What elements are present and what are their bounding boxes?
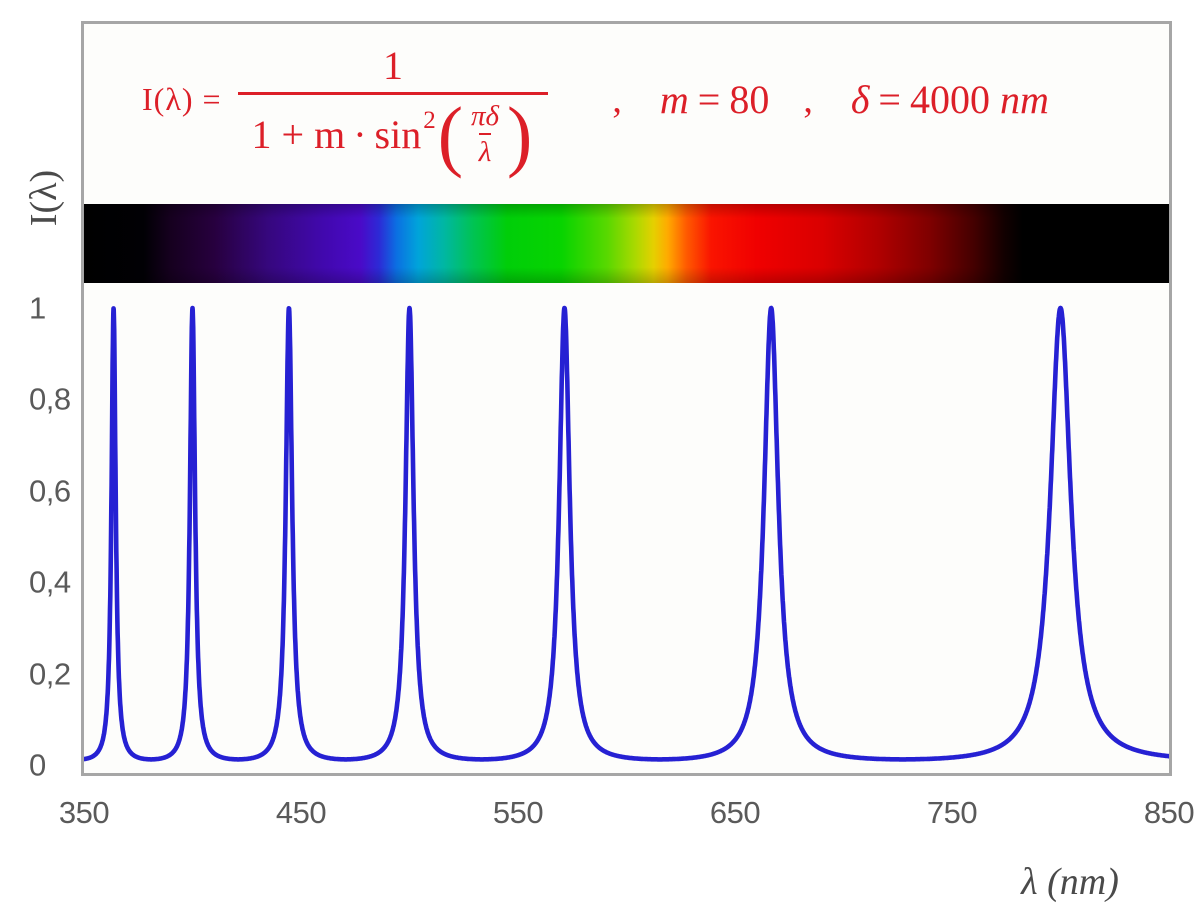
y-tick-label: 0,2 (29, 656, 71, 692)
param-delta-equals: = (878, 77, 901, 123)
param-m-symbol: m (659, 77, 689, 123)
y-tick-label: 0 (29, 747, 46, 783)
formula-block: I(λ) = 1 1 + m · sin 2 ( πδ λ ) , m = 80 (142, 43, 1049, 174)
intensity-curve-svg (84, 305, 1169, 762)
intensity-curve (84, 305, 1169, 762)
formula-fraction: 1 1 + m · sin 2 ( πδ λ ) (237, 43, 549, 173)
x-tick-label: 550 (492, 795, 544, 830)
x-tick-label: 450 (275, 795, 327, 830)
y-axis-title: I(λ) (23, 169, 65, 227)
formula-lhs: I(λ) = (142, 81, 222, 118)
den-one-plus-m: 1 + m (251, 112, 346, 158)
plot-area: I(λ) = 1 1 + m · sin 2 ( πδ λ ) , m = 80 (81, 21, 1172, 776)
inner-numerator: πδ (471, 100, 500, 132)
param-delta-value: 4000 (909, 77, 990, 123)
y-tick-label: 1 (29, 290, 46, 326)
comma-separator: , (803, 78, 813, 121)
x-tick-label: 750 (926, 795, 978, 830)
param-delta: δ = 4000 nm (851, 76, 1049, 123)
x-tick-label: 350 (58, 795, 110, 830)
param-m-equals: = (697, 77, 721, 123)
x-axis-title: λ (nm) (1021, 861, 1119, 903)
multiplication-dot: · (353, 112, 367, 158)
comma-separator: , (612, 78, 622, 121)
inner-fraction: πδ λ (467, 101, 503, 169)
spectrum-band (84, 204, 1169, 283)
inner-denominator: λ (478, 133, 492, 169)
y-tick-label: 0,6 (29, 473, 71, 509)
x-tick-label: 650 (709, 795, 761, 830)
y-tick-label: 0,8 (29, 381, 71, 417)
param-delta-symbol: δ (850, 77, 870, 123)
param-delta-unit: nm (999, 77, 1049, 123)
fraction-denominator: 1 + m · sin 2 ( πδ λ ) (237, 92, 549, 173)
param-m: m = 80 (660, 76, 769, 123)
x-tick-label: 850 (1143, 795, 1195, 830)
param-m-value: 80 (729, 77, 770, 123)
sin-text: sin (374, 112, 422, 158)
fraction-numerator: 1 (382, 43, 403, 88)
y-tick-label: 0,4 (29, 564, 71, 600)
